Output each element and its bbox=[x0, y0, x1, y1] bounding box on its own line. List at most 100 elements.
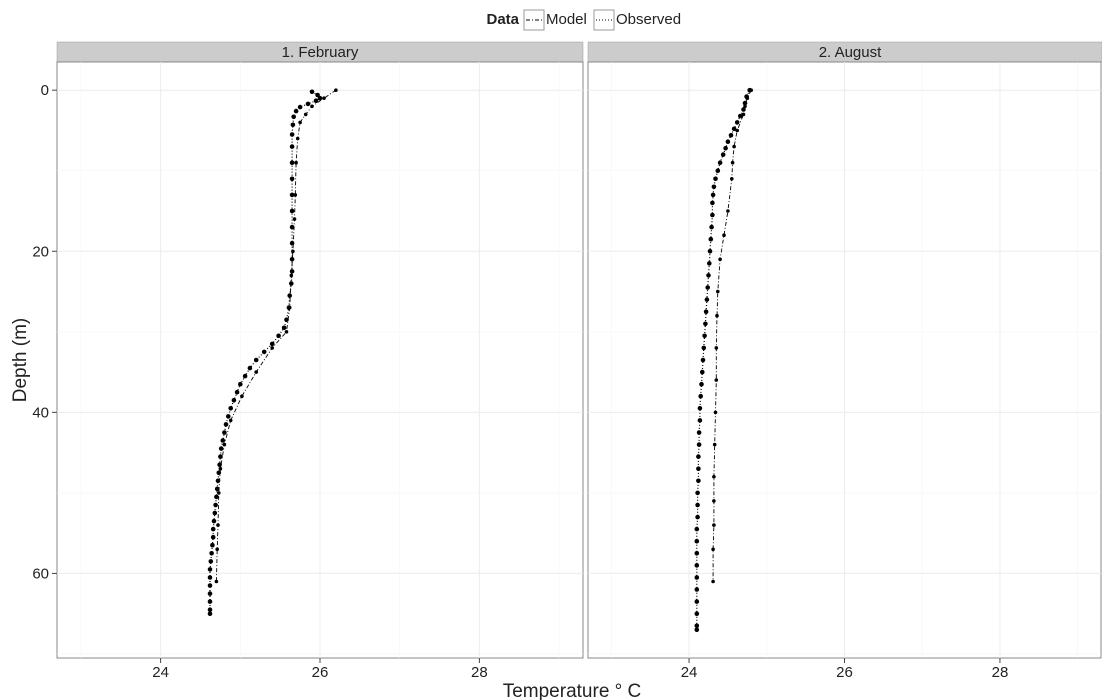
data-point-observed bbox=[703, 309, 709, 315]
facet-label-august: 2. August bbox=[819, 44, 882, 61]
data-point-model bbox=[712, 523, 716, 527]
facet-label-february: 1. February bbox=[282, 44, 359, 61]
data-point-observed bbox=[697, 406, 703, 411]
y-tick-label: 20 bbox=[32, 243, 49, 260]
grid-august bbox=[588, 62, 1101, 658]
data-point-observed bbox=[247, 365, 253, 371]
data-point-observed bbox=[217, 462, 222, 468]
data-point-observed bbox=[220, 438, 226, 443]
y-tick-label: 0 bbox=[41, 82, 49, 99]
data-point-observed bbox=[289, 132, 295, 137]
x-tick-label: 28 bbox=[471, 664, 488, 681]
data-point-observed bbox=[238, 381, 243, 387]
data-point-observed bbox=[207, 599, 213, 604]
data-point-observed bbox=[210, 526, 216, 532]
data-point-observed bbox=[207, 567, 213, 572]
data-point-observed bbox=[207, 611, 213, 616]
data-point-model bbox=[214, 579, 219, 584]
data-point-model bbox=[334, 88, 338, 92]
data-point-observed bbox=[694, 526, 700, 532]
legend-key-model bbox=[523, 9, 545, 31]
data-point-observed bbox=[695, 502, 700, 508]
data-point-observed bbox=[234, 389, 240, 395]
data-point-observed bbox=[742, 100, 748, 106]
data-point-observed bbox=[223, 422, 229, 427]
data-point-model bbox=[726, 209, 730, 213]
data-point-observed bbox=[701, 345, 707, 351]
x-tick-label: 26 bbox=[836, 664, 853, 681]
data-point-observed bbox=[289, 208, 295, 214]
data-point-observed bbox=[710, 200, 715, 206]
data-point-model bbox=[732, 144, 736, 149]
legend-label-observed: Observed bbox=[616, 11, 681, 28]
data-point-observed bbox=[207, 607, 213, 612]
data-point-observed bbox=[215, 478, 221, 484]
data-point-model bbox=[714, 378, 719, 382]
data-point-model bbox=[712, 499, 716, 503]
data-point-observed bbox=[696, 454, 701, 459]
data-point-model bbox=[270, 346, 275, 350]
data-point-observed bbox=[720, 152, 726, 157]
data-point-model bbox=[713, 410, 718, 415]
data-point-model bbox=[310, 104, 314, 109]
data-point-observed bbox=[698, 393, 703, 399]
data-point-observed bbox=[286, 305, 292, 310]
data-point-model bbox=[240, 394, 244, 399]
data-point-observed bbox=[289, 240, 295, 246]
data-point-observed bbox=[713, 176, 718, 182]
x-tick-label: 24 bbox=[681, 664, 698, 681]
series-august bbox=[694, 87, 753, 633]
data-point-observed bbox=[284, 317, 289, 323]
data-point-model bbox=[298, 120, 302, 125]
y-tick-label: 40 bbox=[32, 404, 49, 421]
data-point-model bbox=[217, 491, 221, 495]
data-point-observed bbox=[228, 406, 233, 411]
data-point-model bbox=[741, 112, 746, 117]
data-point-observed bbox=[703, 321, 708, 327]
data-point-model bbox=[712, 442, 717, 447]
data-point-observed bbox=[210, 542, 215, 548]
y-tick-label: 60 bbox=[32, 565, 49, 582]
data-point-model bbox=[322, 96, 326, 100]
data-point-observed bbox=[231, 398, 237, 403]
data-point-observed bbox=[211, 518, 217, 524]
data-point-observed bbox=[694, 611, 700, 616]
data-point-observed bbox=[699, 381, 704, 387]
data-point-observed bbox=[208, 559, 214, 564]
data-point-observed bbox=[289, 224, 295, 230]
data-point-model bbox=[712, 475, 716, 479]
data-point-observed bbox=[694, 551, 700, 556]
data-point-observed bbox=[214, 486, 220, 492]
data-point-observed bbox=[694, 575, 700, 580]
data-point-observed bbox=[289, 257, 295, 262]
data-point-observed bbox=[715, 168, 721, 173]
data-point-observed bbox=[696, 442, 702, 447]
data-point-observed bbox=[289, 144, 295, 149]
data-point-observed bbox=[705, 285, 710, 290]
data-point-observed bbox=[287, 293, 293, 298]
data-point-observed bbox=[226, 414, 231, 419]
x-tick-label: 26 bbox=[312, 664, 329, 681]
data-point-observed bbox=[723, 145, 728, 151]
data-point-observed bbox=[708, 236, 714, 242]
data-point-observed bbox=[290, 122, 296, 128]
data-point-observed bbox=[731, 126, 737, 132]
data-point-model bbox=[303, 112, 308, 117]
data-point-observed bbox=[694, 627, 700, 633]
data-point-observed bbox=[717, 160, 723, 165]
data-point-observed bbox=[309, 89, 315, 95]
data-point-observed bbox=[289, 176, 295, 182]
data-point-observed bbox=[207, 575, 213, 580]
series-line-model bbox=[712, 90, 752, 582]
data-point-observed bbox=[305, 101, 311, 107]
data-point-model bbox=[718, 257, 722, 262]
legend-title: Data bbox=[486, 11, 519, 28]
data-point-observed bbox=[694, 599, 700, 604]
data-point-observed bbox=[695, 514, 700, 520]
data-point-observed bbox=[725, 139, 731, 144]
data-point-observed bbox=[696, 478, 701, 484]
data-point-observed bbox=[707, 261, 712, 266]
data-point-model bbox=[284, 330, 289, 334]
data-point-observed bbox=[276, 333, 281, 339]
